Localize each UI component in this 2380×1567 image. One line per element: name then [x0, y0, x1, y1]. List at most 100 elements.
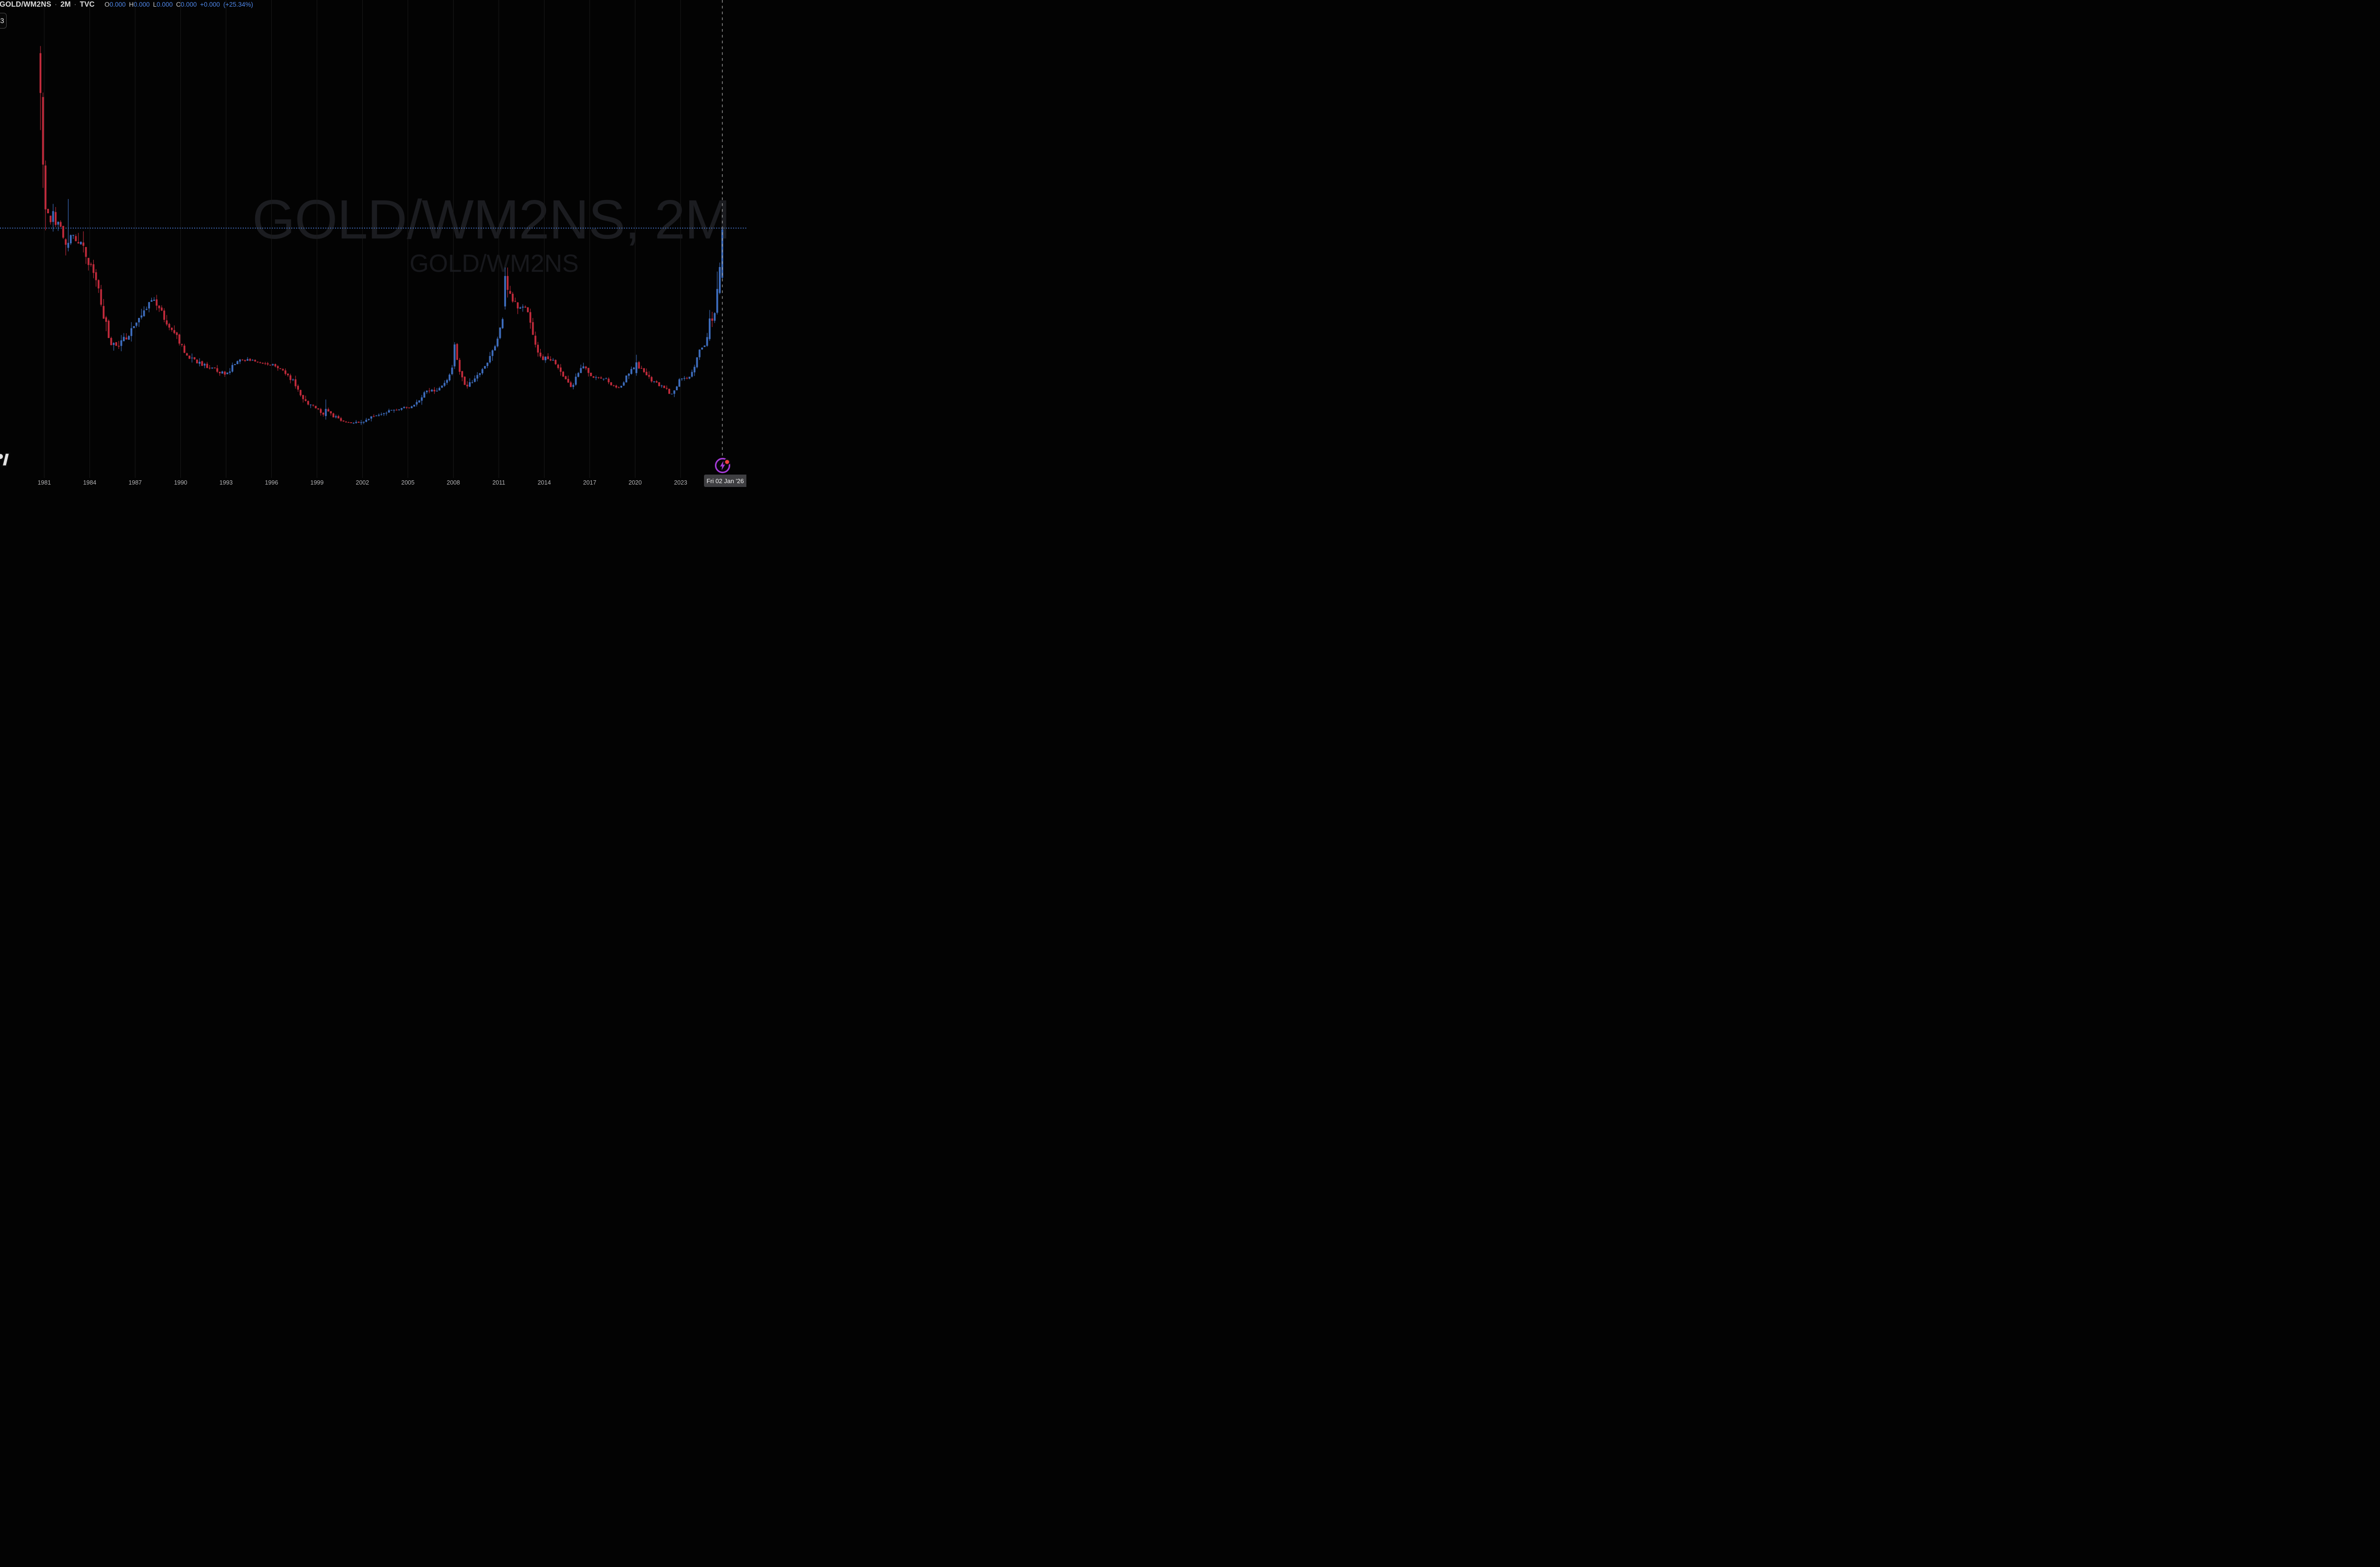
candle: [145, 307, 148, 311]
candle: [218, 371, 221, 376]
candle: [509, 286, 511, 294]
candle: [90, 262, 92, 267]
candle: [181, 344, 183, 347]
candle: [501, 317, 504, 329]
candle: [567, 375, 569, 383]
candle: [112, 342, 115, 351]
candle: [67, 199, 69, 252]
candle: [446, 378, 448, 385]
candle: [595, 375, 597, 380]
candle: [393, 409, 395, 413]
candle: [128, 335, 130, 340]
candle: [514, 298, 516, 302]
candle: [418, 400, 420, 403]
time-axis-label: 2023: [674, 479, 687, 486]
candle: [623, 381, 625, 387]
ohlc-value: 0.000: [180, 1, 197, 8]
candle: [582, 362, 585, 369]
candle: [221, 370, 223, 374]
candle: [305, 396, 307, 402]
candle: [378, 413, 380, 417]
candle: [512, 292, 514, 303]
candle: [617, 386, 620, 388]
candle: [367, 418, 370, 421]
candle: [398, 409, 400, 411]
candle: [100, 285, 102, 307]
candle: [327, 407, 329, 412]
ohlc-key: O: [104, 1, 110, 8]
candle: [504, 267, 506, 310]
candle: [448, 373, 451, 382]
exchange-label[interactable]: TVC: [79, 0, 95, 9]
keystroke-text: 3: [0, 17, 4, 25]
candle: [519, 307, 521, 309]
price-chart-pane[interactable]: [0, 0, 746, 487]
candle: [160, 305, 163, 311]
candles-layer: [40, 46, 724, 425]
candle: [486, 362, 488, 368]
candle: [678, 378, 681, 387]
time-axis-label: 2011: [492, 479, 506, 486]
candle: [42, 92, 44, 188]
candle: [686, 377, 688, 379]
chart-window: GOLD/WM2NS, 2M GOLD/WM2NS GOLD/WM2NS · 2…: [0, 0, 746, 487]
candle: [229, 368, 231, 375]
candle: [628, 373, 630, 379]
candle: [385, 411, 387, 416]
candle: [279, 368, 281, 369]
candle: [610, 382, 612, 386]
candle: [388, 408, 390, 413]
candle: [454, 342, 456, 369]
candle: [471, 380, 474, 384]
candle: [274, 363, 277, 367]
candle: [267, 362, 269, 366]
tradingview-logo-icon[interactable]: [0, 450, 16, 469]
candle: [289, 374, 292, 384]
watermark-symbol-interval: GOLD/WM2NS, 2M: [252, 188, 731, 250]
candle: [421, 395, 423, 405]
candle: [158, 305, 160, 312]
lightning-bolt-icon[interactable]: [712, 455, 733, 476]
candle: [292, 378, 294, 381]
candle: [714, 312, 716, 323]
candle: [325, 399, 327, 420]
candle: [539, 348, 542, 358]
candle: [57, 221, 60, 231]
candle: [198, 358, 201, 367]
candle: [297, 384, 299, 392]
candle: [681, 378, 683, 381]
candle: [226, 372, 228, 375]
interval-label[interactable]: 2M: [60, 0, 71, 9]
candle: [605, 377, 607, 379]
time-axis-label: 2014: [537, 479, 551, 486]
time-axis[interactable]: 1981 1984 1987 1990 1993 1996 1999 2002 2005 2008…: [0, 478, 746, 487]
candle: [408, 407, 410, 409]
candle: [203, 363, 206, 368]
candle: [261, 362, 264, 364]
time-axis-label: 1981: [38, 479, 51, 486]
candle: [193, 357, 196, 360]
candle: [607, 377, 610, 385]
candle: [633, 367, 635, 370]
candle: [156, 295, 158, 310]
candle: [663, 386, 665, 388]
candle: [716, 271, 718, 315]
candle: [357, 421, 360, 423]
candle: [708, 310, 711, 341]
candle: [214, 367, 216, 369]
candle: [494, 345, 496, 351]
candle: [188, 355, 190, 359]
candle: [534, 331, 536, 347]
candle: [287, 373, 289, 377]
candle: [410, 406, 413, 408]
candle: [254, 359, 256, 362]
symbol-name[interactable]: GOLD/WM2NS: [0, 0, 51, 9]
candle: [456, 343, 458, 360]
time-axis-label: 2002: [356, 479, 369, 486]
time-axis-label: 1993: [219, 479, 233, 486]
candle: [40, 46, 41, 130]
candle: [259, 361, 261, 364]
candle: [506, 267, 509, 298]
candle: [603, 378, 605, 381]
candle: [524, 305, 526, 308]
